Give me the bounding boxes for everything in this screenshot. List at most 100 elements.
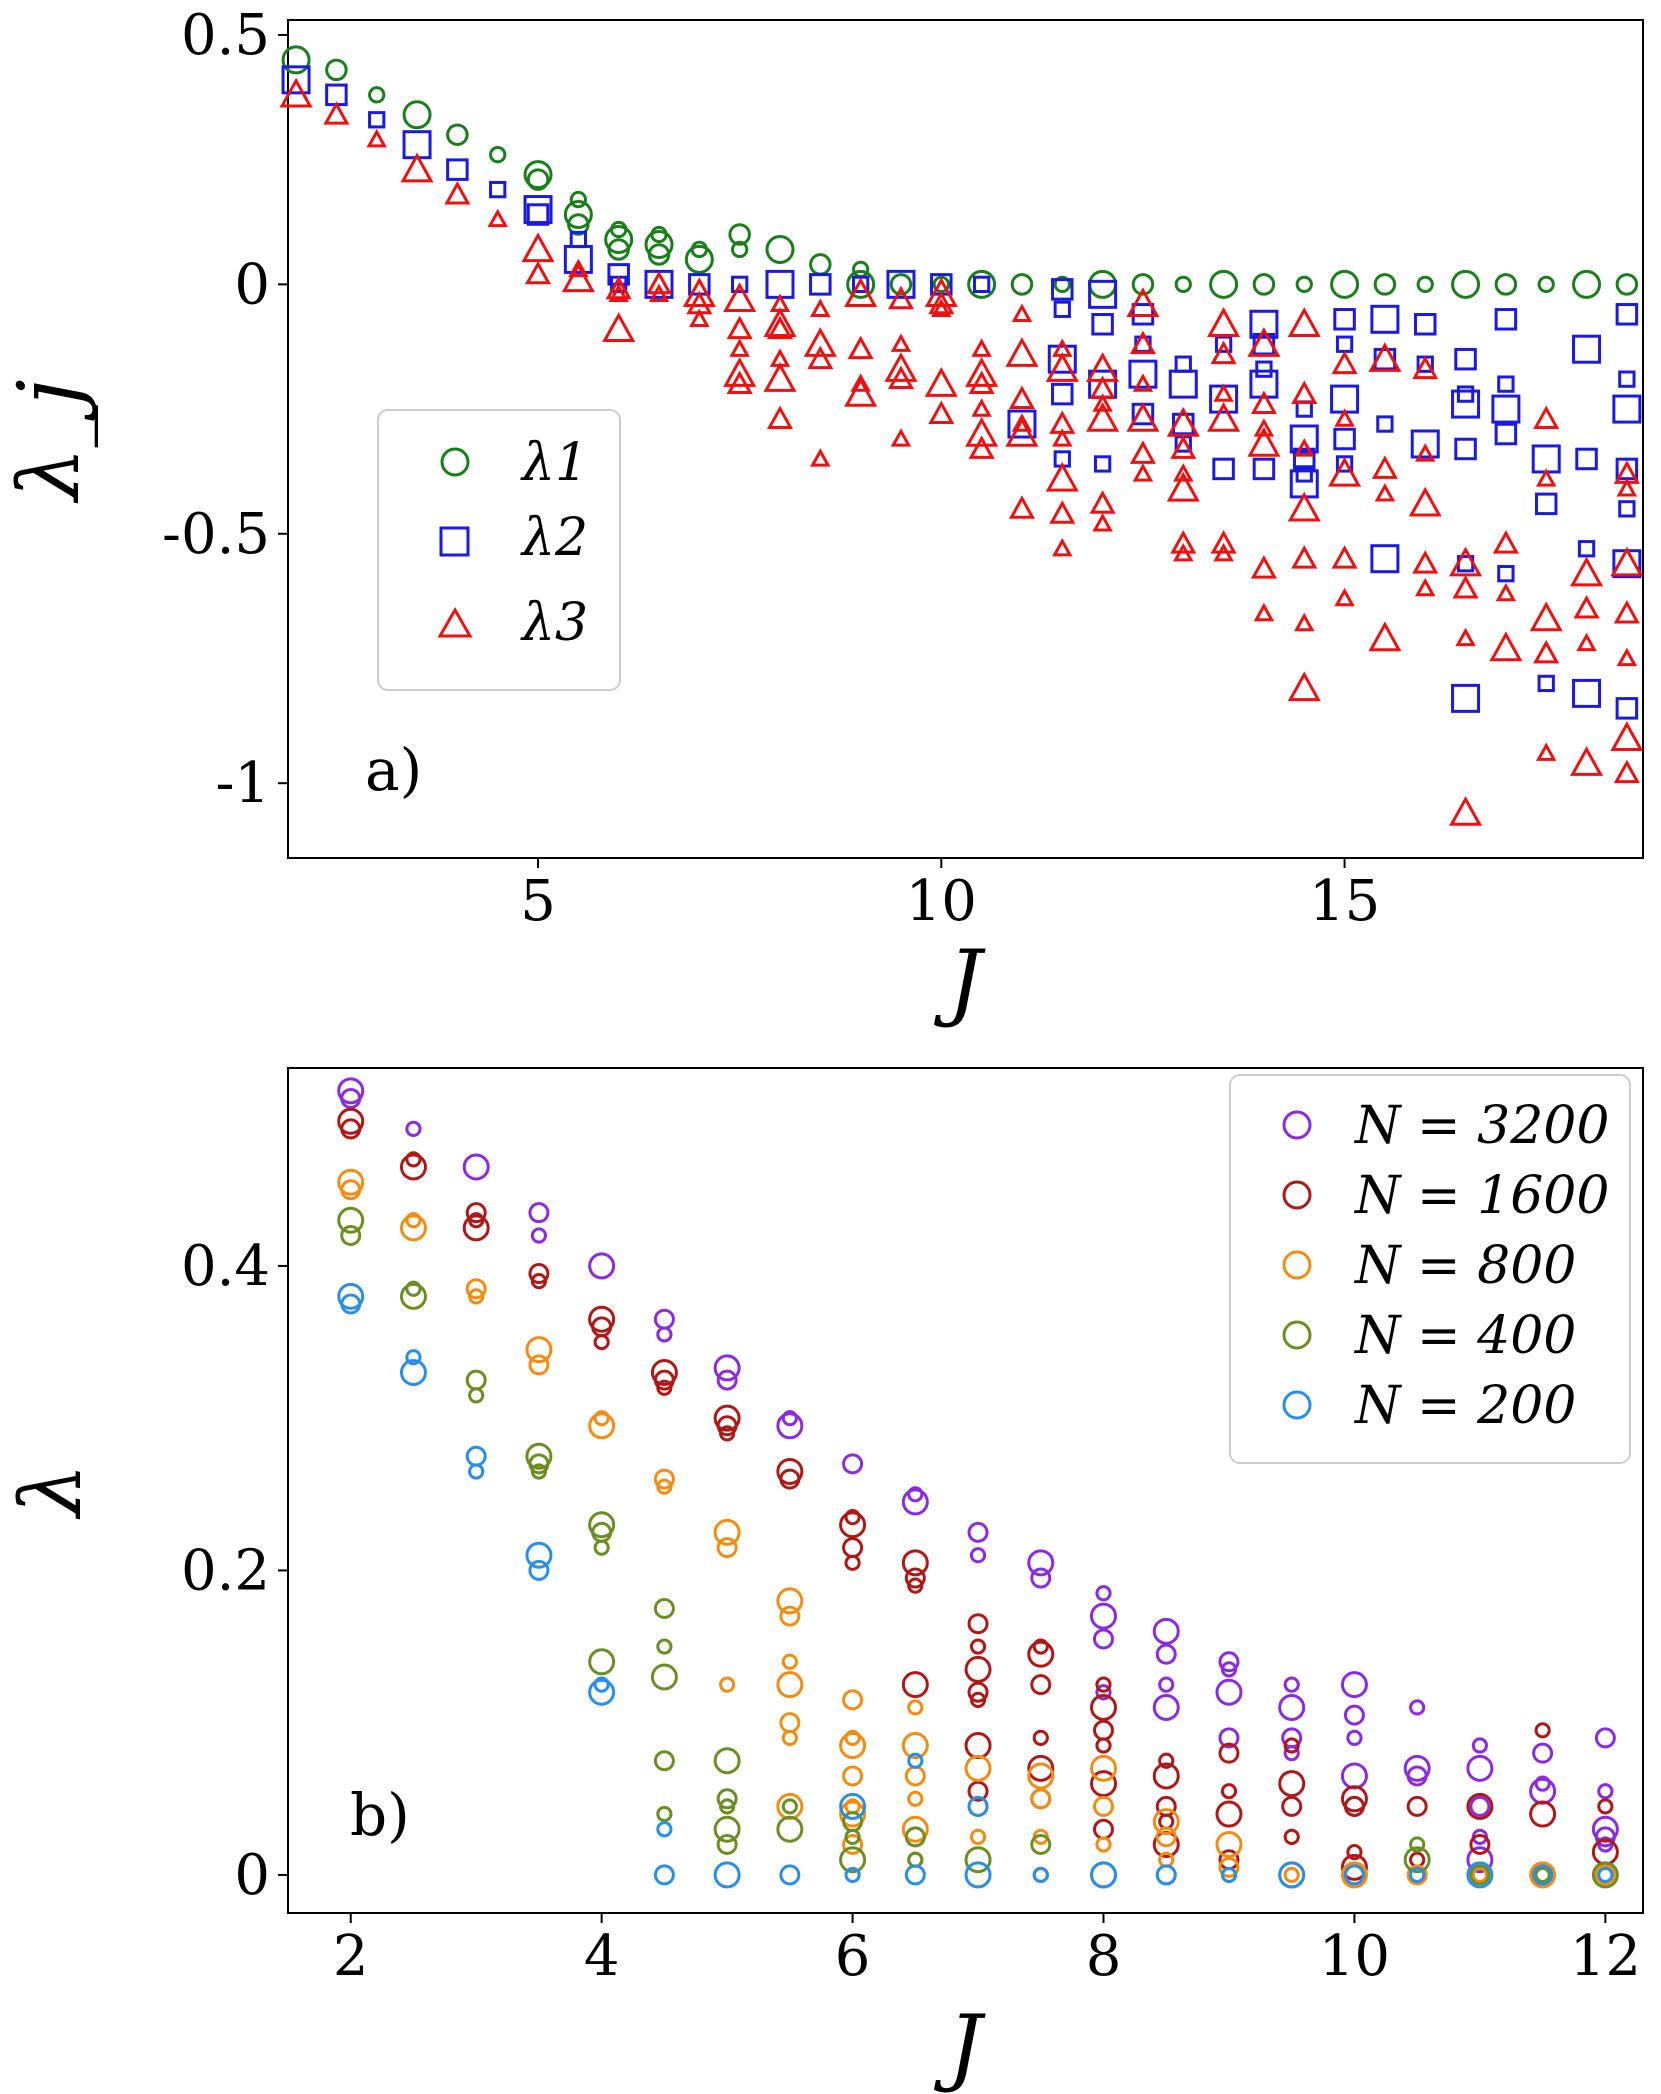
data-point-a-series-2 <box>1491 394 1521 424</box>
data-point-a-series-3 <box>1008 495 1036 519</box>
data-point-b-series-1 <box>901 1488 929 1516</box>
data-point-b-series-5 <box>1220 1866 1238 1884</box>
data-point-a-series-2 <box>1053 300 1071 318</box>
data-point-a-series-1 <box>1010 273 1034 296</box>
data-point-b-series-2 <box>1283 1737 1300 1754</box>
data-point-b-series-1 <box>1220 1661 1238 1678</box>
data-point-b-series-3 <box>399 1214 427 1242</box>
data-point-a-series-3 <box>810 448 831 467</box>
data-point-a-series-1 <box>446 123 469 146</box>
data-point-b-series-1 <box>462 1153 490 1181</box>
data-point-a-series-3 <box>1213 542 1234 562</box>
legend-a-label-3: λ3 <box>520 593 588 653</box>
data-point-b-series-3 <box>776 1587 804 1615</box>
data-point-b-series-3 <box>1027 1762 1055 1790</box>
data-point-a-series-3 <box>1247 327 1281 357</box>
data-point-b-series-1 <box>781 1410 798 1427</box>
data-point-b-series-2 <box>1340 1853 1368 1881</box>
data-point-a-series-3 <box>847 335 874 360</box>
data-point-a-series-3 <box>810 298 831 317</box>
data-point-a-series-1 <box>1451 269 1481 299</box>
data-point-b-series-3 <box>781 1653 798 1670</box>
data-point-a-series-3 <box>1092 513 1113 532</box>
legend-a-marker-2 <box>439 526 470 557</box>
data-point-b-series-4 <box>656 1805 673 1823</box>
data-point-a-series-3 <box>1576 632 1597 652</box>
data-point-a-series-3 <box>924 277 958 308</box>
data-point-a-series-3 <box>1414 577 1436 597</box>
data-point-a-series-3 <box>1089 490 1116 514</box>
data-point-b-series-5 <box>588 1678 616 1706</box>
data-point-a-series-3 <box>1368 342 1402 372</box>
data-point-a-series-3 <box>568 258 589 278</box>
data-point-a-series-2 <box>1451 683 1481 713</box>
data-point-b-series-2 <box>967 1681 989 1703</box>
data-point-b-series-3 <box>901 1732 929 1760</box>
data-point-a-series-2 <box>1572 334 1602 364</box>
data-point-b-series-2 <box>844 1509 861 1526</box>
data-point-b-series-1 <box>1409 1699 1426 1716</box>
data-point-a-series-2 <box>809 273 832 296</box>
data-point-a-series-3 <box>1045 461 1079 492</box>
data-point-a-series-2 <box>731 275 749 294</box>
data-point-a-series-2 <box>886 269 916 299</box>
data-point-a-series-3 <box>689 308 710 327</box>
data-point-a-series-2 <box>1174 355 1192 373</box>
data-point-a-series-1 <box>1174 275 1192 294</box>
data-point-a-series-3 <box>400 152 434 183</box>
data-point-b-series-3 <box>405 1212 422 1229</box>
panel-b-ylabel: λ <box>2 1463 100 1519</box>
data-point-a-series-3 <box>645 270 673 295</box>
data-point-b-series-4 <box>713 1815 741 1843</box>
panel-b: 2 4 6 8 10 12 0 0.2 0.4 N = 3200 N = 1600 N = 80… <box>2 1067 1644 2094</box>
data-point-a-series-3 <box>1533 405 1560 429</box>
data-point-a-series-3 <box>1449 796 1483 826</box>
data-point-b-series-1 <box>969 1547 987 1564</box>
data-point-b-series-5 <box>656 1821 673 1838</box>
data-point-b-series-5 <box>1032 1866 1049 1884</box>
data-point-a-series-2 <box>1289 424 1319 454</box>
data-point-a-series-2 <box>1456 385 1475 403</box>
data-point-a-series-2 <box>1370 304 1400 334</box>
data-point-a-series-3 <box>1616 478 1638 497</box>
data-point-b-series-4 <box>405 1280 422 1297</box>
data-point-b-series-2 <box>1095 1676 1112 1693</box>
data-point-a-series-3 <box>1126 287 1160 318</box>
data-point-b-series-2 <box>1346 1843 1363 1861</box>
data-point-b-series-1 <box>1093 1628 1115 1650</box>
data-point-a-series-3 <box>608 283 629 303</box>
data-point-b-series-2 <box>593 1333 610 1351</box>
data-point-a-series-1 <box>569 190 588 209</box>
data-point-b-series-1 <box>1283 1676 1300 1693</box>
data-point-b-series-1 <box>1218 1651 1240 1673</box>
data-point-b-series-2 <box>1093 1818 1115 1840</box>
data-point-a-series-2 <box>1454 347 1477 371</box>
data-point-b-series-2 <box>776 1457 804 1485</box>
data-point-b-series-3 <box>1340 1861 1368 1889</box>
data-point-a-series-3 <box>279 77 313 108</box>
data-point-b-series-1 <box>1027 1549 1055 1577</box>
data-point-b-series-3 <box>839 1800 867 1828</box>
data-point-b-series-2 <box>656 1379 673 1396</box>
data-point-b-series-1 <box>1340 1762 1368 1790</box>
data-point-a-series-3 <box>1408 486 1442 517</box>
data-point-a-series-3 <box>1368 621 1402 652</box>
data-point-b-series-1 <box>1278 1693 1306 1721</box>
data-point-a-series-2 <box>1376 415 1394 433</box>
data-point-a-series-1 <box>1252 273 1276 296</box>
data-point-b-series-2 <box>1340 1785 1368 1813</box>
data-point-b-series-3 <box>719 1676 736 1693</box>
data-point-a-series-2 <box>1577 540 1596 558</box>
data-point-b-series-2 <box>969 1638 987 1655</box>
data-point-a-series-2 <box>1047 344 1077 374</box>
data-point-a-series-3 <box>1328 456 1362 487</box>
data-point-b-series-5 <box>1409 1866 1426 1884</box>
data-point-a-series-2 <box>1451 389 1481 419</box>
panel-a-frame <box>287 19 1644 859</box>
data-point-a-series-3 <box>1005 416 1039 447</box>
data-point-a-series-3 <box>1412 550 1439 574</box>
legend-b-marker-2 <box>1282 1180 1312 1210</box>
data-point-b-series-3 <box>1283 1866 1300 1884</box>
legend-a-marker-3 <box>437 606 473 638</box>
data-point-a-series-3 <box>1045 352 1079 382</box>
